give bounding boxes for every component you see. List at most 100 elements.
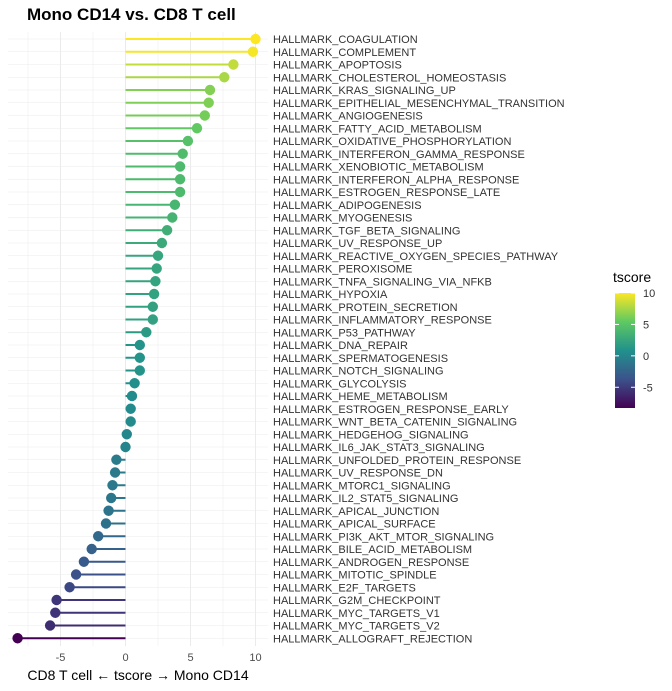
lollipop-point — [161, 225, 173, 236]
pathway-label: HALLMARK_MYOGENESIS — [273, 213, 412, 225]
pathway-label: HALLMARK_HYPOXIA — [273, 289, 388, 301]
lollipop-point — [134, 339, 145, 351]
lollipop-point — [70, 569, 82, 580]
lollipop-points — [12, 33, 261, 644]
lollipop-point — [86, 543, 97, 555]
lollipop-point — [126, 390, 138, 402]
lollipop-point — [129, 378, 140, 389]
lollipop-point — [174, 161, 186, 172]
pathway-label: HALLMARK_ADIPOGENESIS — [273, 200, 422, 212]
lollipop-point — [134, 365, 145, 376]
pathway-label: HALLMARK_INTERFERON_GAMMA_RESPONSE — [273, 149, 525, 161]
pathway-label: HALLMARK_APICAL_SURFACE — [273, 519, 436, 531]
lollipop-point — [125, 416, 136, 427]
colorbar-tick-label: 10 — [643, 288, 655, 300]
pathway-label: HALLMARK_TNFA_SIGNALING_VIA_NFKB — [273, 276, 492, 288]
pathway-label: HALLMARK_INFLAMMATORY_RESPONSE — [273, 315, 492, 327]
lollipop-point — [174, 174, 186, 185]
lollipop-point — [228, 59, 239, 70]
lollipop-point — [219, 72, 230, 83]
lollipop-point — [147, 301, 158, 312]
pathway-label: HALLMARK_NOTCH_SIGNALING — [273, 366, 444, 378]
pathway-label: HALLMARK_E2F_TARGETS — [273, 582, 416, 594]
pathway-label: HALLMARK_G2M_CHECKPOINT — [273, 595, 441, 607]
lollipop-point — [147, 314, 158, 325]
grid-lines — [8, 32, 268, 646]
x-tick-label: 5 — [187, 652, 193, 664]
chart-title: Mono CD14 vs. CD8 T cell — [27, 5, 236, 24]
lollipop-point — [141, 327, 152, 338]
pathway-label: HALLMARK_SPERMATOGENESIS — [273, 353, 448, 365]
colorbar-legend: tscore 10 5 0 -5 — [613, 269, 655, 408]
pathway-label: HALLMARK_OXIDATIVE_PHOSPHORYLATION — [273, 136, 511, 148]
lollipop-point — [199, 110, 210, 121]
lollipop-point — [204, 84, 216, 96]
pathway-label: HALLMARK_P53_PATHWAY — [273, 327, 416, 339]
pathway-label: HALLMARK_ANDROGEN_RESPONSE — [273, 557, 469, 569]
pathway-label: HALLMARK_BILE_ACID_METABOLISM — [273, 544, 472, 556]
lollipop-point — [93, 531, 104, 542]
pathway-labels: HALLMARK_COAGULATIONHALLMARK_COMPLEMENTH… — [273, 34, 565, 645]
x-axis-ticks: -5 0 5 10 — [56, 652, 262, 664]
pathway-label: HALLMARK_FATTY_ACID_METABOLISM — [273, 123, 482, 135]
pathway-label: HALLMARK_IL6_JAK_STAT3_SIGNALING — [273, 442, 485, 454]
lollipop-point — [51, 594, 62, 606]
pathway-label: HALLMARK_MYC_TARGETS_V2 — [273, 621, 440, 633]
pathway-label: HALLMARK_TGF_BETA_SIGNALING — [273, 225, 460, 237]
lollipop-point — [107, 480, 118, 491]
pathway-label: HALLMARK_DNA_REPAIR — [273, 340, 408, 352]
pathway-label: HALLMARK_PEROXISOME — [273, 264, 412, 276]
lollipop-point — [150, 276, 161, 287]
pathway-label: HALLMARK_MITOTIC_SPINDLE — [273, 570, 437, 582]
lollipop-point — [12, 633, 23, 644]
lollipop-point — [120, 441, 131, 453]
pathway-label: HALLMARK_ANGIOGENESIS — [273, 111, 423, 123]
lollipop-point — [191, 123, 203, 134]
pathway-label: HALLMARK_KRAS_SIGNALING_UP — [273, 85, 456, 97]
lollipop-point — [169, 199, 181, 210]
lollipop-point — [125, 403, 136, 414]
x-tick-label: 10 — [249, 652, 261, 664]
pathway-label: HALLMARK_APICAL_JUNCTION — [273, 506, 439, 518]
lollipop-point — [64, 582, 75, 593]
colorbar-tick-label: -5 — [643, 382, 653, 394]
x-tick-label: -5 — [56, 652, 66, 664]
lollipop-point — [148, 288, 160, 300]
x-axis-label: CD8 T cell ← tscore → Mono CD14 — [27, 667, 248, 683]
x-tick-label: 0 — [122, 652, 128, 664]
lollipop-point — [156, 237, 168, 249]
colorbar-tick-label: 5 — [643, 319, 649, 331]
pathway-label: HALLMARK_PROTEIN_SECRETION — [273, 302, 458, 314]
lollipop-point — [50, 607, 61, 618]
lollipop-point — [151, 263, 162, 274]
lollipop-point — [106, 492, 117, 504]
pathway-label: HALLMARK_IL2_STAT5_SIGNALING — [273, 493, 458, 505]
pathway-label: HALLMARK_PI3K_AKT_MTOR_SIGNALING — [273, 531, 494, 543]
pathway-label: HALLMARK_UV_RESPONSE_UP — [273, 238, 442, 250]
lollipop-point — [182, 135, 194, 147]
lollipop-point — [121, 429, 132, 440]
colorbar-tick-label: 0 — [643, 351, 649, 363]
pathway-label: HALLMARK_HEME_METABOLISM — [273, 391, 448, 403]
pathway-label: HALLMARK_COAGULATION — [273, 34, 418, 46]
lollipop-point — [134, 352, 145, 363]
lollipop-point — [78, 556, 90, 567]
pathway-label: HALLMARK_XENOBIOTIC_METABOLISM — [273, 162, 484, 174]
pathway-label: HALLMARK_CHOLESTEROL_HOMEOSTASIS — [273, 72, 506, 84]
lollipop-point — [250, 33, 261, 45]
pathway-label: HALLMARK_REACTIVE_OXYGEN_SPECIES_PATHWAY — [273, 251, 559, 263]
lollipop-point — [103, 505, 114, 516]
lollipop-stems — [17, 38, 256, 640]
pathway-label: HALLMARK_ESTROGEN_RESPONSE_EARLY — [273, 404, 509, 416]
pathway-label: HALLMARK_ESTROGEN_RESPONSE_LATE — [273, 187, 500, 199]
pathway-label: HALLMARK_APOPTOSIS — [273, 60, 402, 72]
pathway-label: HALLMARK_MYC_TARGETS_V1 — [273, 608, 440, 620]
lollipop-point — [109, 467, 121, 478]
legend-title: tscore — [613, 269, 651, 285]
colorbar — [615, 293, 635, 408]
lollipop-point — [100, 518, 112, 529]
pathway-label: HALLMARK_WNT_BETA_CATENIN_SIGNALING — [273, 417, 517, 429]
pathway-label: HALLMARK_COMPLEMENT — [273, 47, 416, 59]
pathway-label: HALLMARK_EPITHELIAL_MESENCHYMAL_TRANSITI… — [273, 98, 565, 110]
